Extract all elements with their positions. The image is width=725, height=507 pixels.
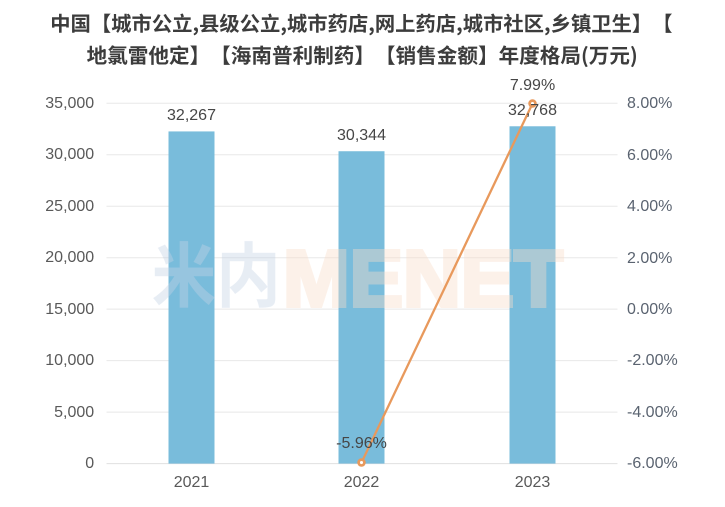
svg-text:MENET: MENET bbox=[283, 234, 563, 323]
